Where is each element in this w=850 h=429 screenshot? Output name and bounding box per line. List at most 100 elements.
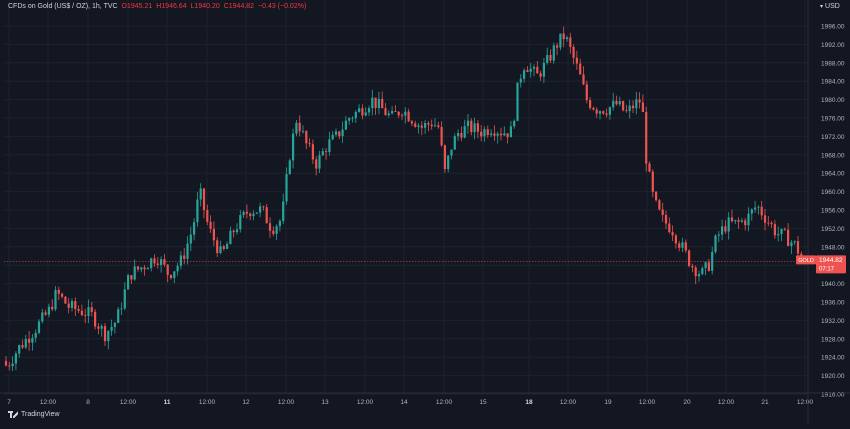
- candle: [661, 202, 664, 222]
- candle: [532, 64, 536, 77]
- candle: [691, 263, 694, 273]
- candle-body: [645, 112, 648, 164]
- candle: [714, 234, 717, 254]
- candle-body: [351, 118, 354, 119]
- candle-body: [18, 345, 21, 354]
- candle-body: [331, 134, 334, 140]
- candle-body: [721, 226, 724, 235]
- candle: [308, 138, 311, 147]
- candle: [14, 351, 17, 371]
- candle: [417, 122, 420, 134]
- candle: [57, 286, 60, 300]
- candle: [140, 266, 143, 273]
- x-tick-label: 12: [242, 399, 250, 406]
- candle-body: [206, 210, 209, 222]
- candle-body: [707, 262, 710, 271]
- candle-body: [301, 131, 305, 132]
- candle: [790, 239, 793, 254]
- candle-body: [424, 123, 427, 128]
- candle: [490, 129, 493, 137]
- candle: [678, 240, 681, 252]
- candle-body: [391, 111, 394, 114]
- candle-body: [490, 133, 493, 136]
- candle: [509, 120, 512, 138]
- candle: [671, 225, 674, 241]
- candle-body: [585, 84, 588, 101]
- candle-body: [136, 266, 140, 270]
- candle-body: [450, 149, 453, 156]
- candle: [734, 219, 737, 225]
- y-tick-label: 1932.00: [821, 318, 845, 325]
- candle: [717, 231, 720, 243]
- x-tick-label: 12:00: [278, 399, 295, 406]
- candle: [579, 58, 582, 75]
- candle-body: [173, 271, 176, 279]
- candle-body: [754, 207, 757, 210]
- y-tick-label: 1924.00: [821, 355, 845, 362]
- candle: [744, 217, 747, 231]
- candle: [549, 49, 552, 64]
- candle-body: [724, 226, 727, 232]
- candle-body: [156, 263, 159, 265]
- candle-body: [384, 108, 387, 116]
- candle-body: [787, 229, 790, 247]
- candle-body: [367, 108, 371, 113]
- x-tick-label: 12:00: [639, 399, 656, 406]
- candle-body: [133, 266, 136, 280]
- candle-body: [400, 115, 404, 117]
- candle-body: [717, 234, 720, 236]
- candle-body: [226, 244, 229, 249]
- candle-body: [605, 113, 608, 115]
- candle-body: [499, 133, 503, 136]
- candle: [143, 265, 146, 276]
- y-tick-label: 1972.00: [821, 134, 845, 141]
- tradingview-logo[interactable]: TradingView: [8, 411, 60, 418]
- candle-body: [288, 160, 291, 174]
- candle-body: [549, 54, 552, 61]
- candle: [585, 80, 588, 104]
- candle: [414, 120, 417, 128]
- candle-body: [635, 99, 638, 109]
- candle-body: [107, 330, 110, 342]
- candle: [176, 262, 179, 276]
- ohlc-low: L1940.20: [190, 3, 220, 10]
- symbol-name: CFDs on Gold (US$ / OZ), 1h, TVC: [8, 3, 118, 10]
- candle-body: [51, 306, 54, 310]
- candle: [21, 339, 24, 349]
- candle: [377, 91, 380, 115]
- candle-body: [179, 255, 182, 266]
- candle-body: [130, 275, 133, 280]
- candle-body: [453, 136, 456, 150]
- candle: [54, 286, 57, 312]
- candle: [384, 103, 387, 116]
- candle: [239, 210, 242, 233]
- candle: [503, 126, 506, 137]
- candle-body: [14, 353, 17, 364]
- candle: [625, 104, 628, 113]
- candle-body: [767, 222, 770, 224]
- candle: [430, 119, 433, 130]
- candle-body: [496, 133, 499, 136]
- candle: [321, 147, 324, 156]
- candle-body: [328, 139, 331, 152]
- candle-body: [150, 258, 153, 269]
- candle: [292, 128, 295, 169]
- currency-selector[interactable]: ▾ USD: [820, 3, 840, 10]
- candle-body: [740, 220, 743, 222]
- candle-body: [615, 100, 618, 105]
- candle-body: [212, 228, 215, 241]
- candle: [136, 266, 140, 272]
- candle: [351, 116, 354, 123]
- candle: [473, 117, 476, 140]
- candle: [70, 298, 74, 312]
- x-tick-label: 14: [400, 399, 408, 406]
- candle: [367, 105, 371, 117]
- candle-body: [222, 246, 225, 249]
- candle: [780, 228, 783, 242]
- candle-body: [64, 296, 67, 304]
- candle: [605, 108, 608, 118]
- candle: [252, 210, 255, 221]
- candle-body: [529, 68, 532, 72]
